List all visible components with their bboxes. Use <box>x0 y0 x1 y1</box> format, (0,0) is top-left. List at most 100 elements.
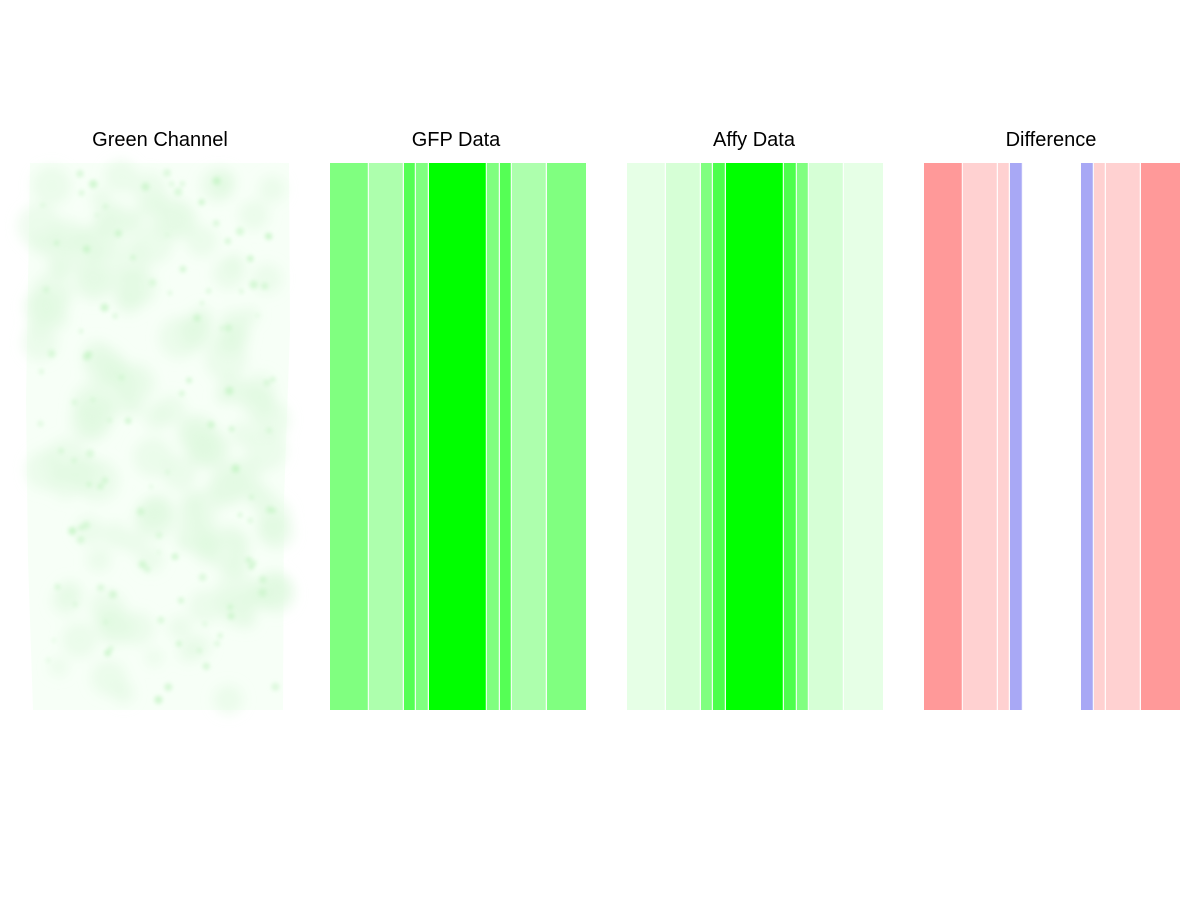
image-spot <box>157 616 165 624</box>
image-haze-blob <box>132 171 167 207</box>
image-haze-blob <box>32 270 74 313</box>
panel-title-green-channel: Green Channel <box>92 129 228 151</box>
image-haze-blob <box>188 589 223 624</box>
image-spot <box>97 584 105 592</box>
image-spot <box>179 265 187 273</box>
image-spot <box>130 254 136 261</box>
image-spot <box>168 291 172 295</box>
image-haze-blob <box>179 490 204 515</box>
image-spot <box>235 227 245 236</box>
image-haze-blob <box>258 175 286 203</box>
image-haze-blob <box>91 243 111 262</box>
image-haze-blob <box>17 204 61 248</box>
image-spot <box>163 169 171 177</box>
image-spot <box>248 563 255 570</box>
image-spot <box>193 314 201 322</box>
heatmap-band <box>666 163 701 710</box>
image-spot <box>108 590 117 599</box>
image-spot <box>119 375 125 381</box>
image-spot <box>76 535 85 544</box>
image-spot <box>247 255 254 262</box>
image-haze-blob <box>143 404 170 431</box>
image-spot <box>217 633 223 639</box>
image-spot <box>82 245 91 253</box>
image-haze-blob <box>131 204 150 222</box>
image-haze-blob <box>122 531 146 555</box>
image-haze-blob <box>179 416 208 446</box>
panel-title-difference: Difference <box>1006 129 1097 151</box>
image-haze-blob <box>25 449 66 491</box>
image-haze-blob <box>211 169 236 193</box>
image-spot <box>114 229 122 237</box>
image-haze-blob <box>31 165 72 206</box>
image-spot <box>71 458 77 463</box>
panel-affy-data: Affy Data <box>627 129 883 710</box>
image-haze-blob <box>133 437 173 478</box>
image-haze-blob <box>213 684 244 715</box>
heatmap-band <box>404 163 416 710</box>
image-spot <box>103 204 108 209</box>
panel-title-gfp-data: GFP Data <box>412 129 501 151</box>
image-spot <box>165 233 169 237</box>
image-spot <box>97 483 104 490</box>
gfp-data-heatmap <box>330 163 586 710</box>
image-spot <box>90 397 96 402</box>
image-spot <box>203 622 207 626</box>
image-spot <box>107 418 112 423</box>
image-spot <box>149 485 153 489</box>
image-haze-blob <box>108 242 150 284</box>
affy-data-heatmap <box>627 163 883 710</box>
image-spot <box>82 521 91 530</box>
image-haze-blob <box>252 587 274 610</box>
image-haze-blob <box>145 648 163 667</box>
heatmap-band <box>429 163 487 710</box>
heatmap-band <box>1106 163 1141 710</box>
image-haze-blob <box>57 579 84 606</box>
image-spot <box>202 662 210 670</box>
heatmap-band <box>797 163 809 710</box>
image-spot <box>213 219 220 227</box>
heatmap-band <box>512 163 547 710</box>
image-spot <box>54 584 61 590</box>
image-spot <box>255 313 260 318</box>
image-spot <box>271 682 280 691</box>
image-haze-blob <box>30 233 52 255</box>
image-spot <box>227 604 234 610</box>
image-haze-blob <box>162 456 197 491</box>
image-spot <box>249 495 254 500</box>
image-spot <box>227 612 235 620</box>
image-spot <box>169 181 175 187</box>
image-spot <box>179 390 185 397</box>
image-spot <box>154 695 163 704</box>
heatmap-band <box>963 163 998 710</box>
image-haze-blob <box>96 610 116 630</box>
image-spot <box>54 240 60 246</box>
image-spot <box>197 648 202 653</box>
image-spot <box>265 232 272 240</box>
image-spot <box>71 399 78 406</box>
heatmap-band <box>369 163 404 710</box>
image-spot <box>85 449 95 458</box>
image-spot <box>138 560 147 569</box>
image-spot <box>47 349 56 358</box>
image-spot <box>261 282 269 290</box>
image-spot <box>263 379 270 386</box>
image-spot <box>148 279 157 287</box>
image-haze-blob <box>126 398 144 417</box>
heatmap-band <box>1010 163 1023 710</box>
image-spots <box>37 169 280 704</box>
image-spot <box>103 620 108 624</box>
heatmap-band <box>1141 163 1180 710</box>
image-haze-blob <box>193 518 221 546</box>
heatmap-band <box>809 163 844 710</box>
image-spot <box>266 427 272 434</box>
image-spot <box>207 421 215 429</box>
image-spot <box>176 641 182 647</box>
image-spot <box>104 649 111 657</box>
image-haze-blob <box>209 461 253 505</box>
image-spot <box>247 518 253 524</box>
image-haze-blob <box>256 498 292 533</box>
image-haze-blob <box>218 589 256 628</box>
